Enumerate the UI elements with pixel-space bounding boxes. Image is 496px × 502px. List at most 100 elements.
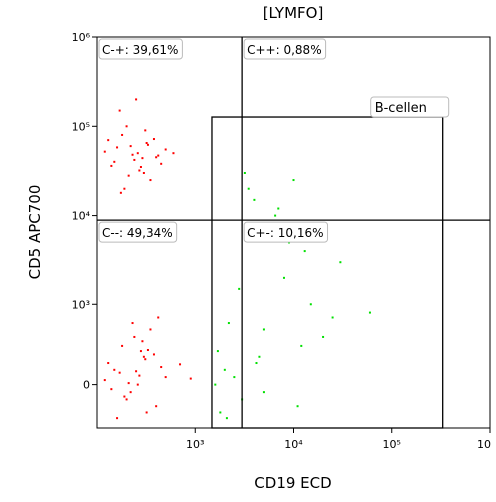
data-point <box>136 383 139 386</box>
data-point <box>145 411 148 414</box>
data-point <box>292 179 295 182</box>
data-point <box>296 405 299 408</box>
quadrant-label-box <box>243 221 329 243</box>
data-point <box>282 276 285 279</box>
data-point <box>225 417 228 420</box>
data-point <box>107 139 110 142</box>
data-point <box>135 370 138 373</box>
data-point <box>172 152 175 155</box>
data-point <box>243 171 246 174</box>
data-point <box>255 362 258 365</box>
data-point <box>331 316 334 319</box>
data-point <box>368 311 371 314</box>
data-point <box>227 322 230 325</box>
y-tick-label: 0 <box>83 379 90 392</box>
y-tick-label: 10⁴ <box>72 210 91 223</box>
x-axis-label: CD19 ECD <box>254 474 331 492</box>
data-point <box>146 143 149 146</box>
data-point <box>144 129 147 132</box>
data-point <box>262 328 265 331</box>
data-point <box>139 350 142 353</box>
data-point <box>131 322 134 325</box>
data-point <box>253 198 256 201</box>
data-point <box>223 368 226 371</box>
data-point <box>160 162 163 165</box>
data-point <box>152 138 155 141</box>
quadrant-label-box <box>98 38 183 60</box>
data-point <box>110 388 113 391</box>
x-tick-label: 10³ <box>186 438 204 451</box>
data-point <box>133 158 136 161</box>
x-tick-label: 10⁵ <box>383 438 401 451</box>
data-point <box>258 355 261 358</box>
data-point <box>339 261 342 264</box>
data-point <box>125 125 128 128</box>
data-point <box>142 171 145 174</box>
x-tick-label: 10 <box>477 438 491 451</box>
y-tick-label: 10⁶ <box>72 31 91 44</box>
data-point <box>138 374 141 377</box>
data-point <box>123 395 126 398</box>
y-tick-label: 10⁵ <box>72 120 90 133</box>
data-point <box>129 391 132 394</box>
data-point <box>160 366 163 369</box>
data-point <box>103 150 106 153</box>
data-point <box>118 371 121 374</box>
data-point <box>157 154 160 157</box>
data-point <box>179 363 182 366</box>
y-axis-label: CD5 APC700 <box>26 185 44 280</box>
data-point <box>214 383 217 386</box>
data-point <box>157 316 160 319</box>
data-point <box>127 174 130 177</box>
data-point <box>123 187 126 190</box>
y-tick-label: 10³ <box>72 298 90 311</box>
quadrant-label: C-+: 39,61% <box>102 43 178 57</box>
data-point <box>121 344 124 347</box>
data-point <box>216 350 219 353</box>
data-point <box>309 303 312 306</box>
quadrant-label-box <box>98 221 178 243</box>
data-point <box>277 207 280 210</box>
data-point <box>155 405 158 408</box>
data-point <box>149 179 152 182</box>
data-point <box>118 109 121 112</box>
data-point <box>125 398 128 401</box>
data-point <box>189 377 192 380</box>
data-point <box>152 353 155 356</box>
data-point <box>141 340 144 343</box>
data-point <box>144 358 147 361</box>
data-point <box>113 368 116 371</box>
data-point <box>127 382 130 385</box>
data-point <box>247 187 250 190</box>
data-point <box>149 328 152 331</box>
data-point <box>262 391 265 394</box>
quadrant-label: C++: 0,88% <box>247 43 321 57</box>
x-tick-label: 10⁴ <box>284 438 303 451</box>
data-point <box>303 250 306 253</box>
gate <box>211 116 444 429</box>
data-point <box>116 417 119 420</box>
data-point <box>119 191 122 194</box>
data-point <box>155 156 158 159</box>
data-point <box>131 153 134 156</box>
gate-label: B-cellen <box>375 101 427 116</box>
data-point <box>139 166 142 169</box>
data-point <box>146 349 149 352</box>
data-point <box>145 142 148 145</box>
data-point <box>233 376 236 379</box>
data-point <box>141 157 144 160</box>
data-point <box>110 164 113 167</box>
data-point <box>142 355 145 358</box>
data-point <box>136 152 139 155</box>
data-point <box>129 145 132 148</box>
gate-label-box <box>370 96 450 118</box>
data-point <box>238 287 241 290</box>
quadrant-label: C--: 49,34% <box>102 226 173 240</box>
data-point <box>103 379 106 382</box>
data-point <box>133 335 136 338</box>
data-point <box>219 411 222 414</box>
data-point <box>113 160 116 163</box>
data-point <box>116 146 119 149</box>
